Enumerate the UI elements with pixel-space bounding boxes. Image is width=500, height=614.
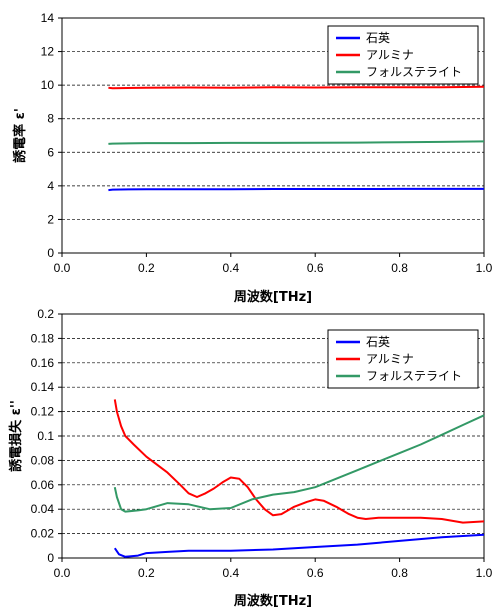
- x-tick-label: 0.4: [222, 261, 239, 275]
- legend-label: アルミナ: [366, 352, 414, 366]
- x-axis-label: 周波数[THz]: [234, 593, 312, 609]
- y-tick-label: 0.12: [31, 405, 55, 419]
- series-line-1: [113, 533, 485, 558]
- y-tick-label: 12: [41, 45, 55, 59]
- y-tick-label: 0.1: [37, 429, 54, 443]
- y-tick-label: 14: [41, 11, 55, 25]
- chart-panel-2: 0 0.02 0.04 0.06 0.08 0.1 0.12 0.14 0.16 0.18 0.2 0…: [8, 307, 493, 609]
- x-tick-label: 0.0: [54, 261, 71, 275]
- y-tick-label: 0.08: [31, 453, 55, 467]
- x-tick-label: 1.0: [476, 261, 493, 275]
- y-tick-label: 10: [41, 78, 55, 92]
- x-tick-label: 0.8: [391, 566, 408, 580]
- x-tick-label: 1.0: [476, 566, 493, 580]
- legend-box: [327, 329, 479, 389]
- y-tick-label: 0.18: [31, 331, 55, 345]
- x-tick-label: 0.2: [138, 566, 155, 580]
- x-tick-label: 0.6: [307, 261, 324, 275]
- legend-label: 石英: [366, 31, 390, 45]
- y-axis-label: 誘電率 ε': [12, 108, 28, 163]
- legend-label: 石英: [366, 335, 390, 349]
- x-tick-label: 0.2: [138, 261, 155, 275]
- x-tick-label: 0.8: [391, 261, 408, 275]
- y-axis-label: 誘電損失 ε'': [8, 400, 24, 472]
- x-tick-label: 0.6: [307, 566, 324, 580]
- y-tick-label: 0: [47, 246, 54, 260]
- y-tick-label: 6: [47, 145, 54, 159]
- y-tick-label: 2: [47, 212, 54, 226]
- y-tick-label: 0.2: [37, 307, 54, 321]
- legend-label: アルミナ: [366, 48, 414, 62]
- x-tick-label: 0.4: [222, 566, 239, 580]
- y-tick-label: 0: [47, 551, 54, 565]
- y-tick-label: 0.14: [31, 380, 55, 394]
- y-tick-label: 8: [47, 112, 54, 126]
- y-tick-label: 4: [47, 179, 54, 193]
- series-line-2: [108, 85, 485, 90]
- y-tick-label: 0.02: [31, 527, 55, 541]
- x-axis-label: 周波数[THz]: [234, 289, 312, 305]
- y-tick-label: 0.16: [31, 356, 55, 370]
- series-line-3: [113, 414, 485, 513]
- legend-label: フォルステライト: [366, 65, 462, 79]
- series-line-1: [108, 187, 484, 192]
- x-tick-label: 0.0: [54, 566, 71, 580]
- series-line-3: [108, 140, 485, 145]
- y-tick-label: 0.06: [31, 478, 55, 492]
- y-tick-label: 0.04: [31, 502, 55, 516]
- legend-label: フォルステライト: [366, 369, 462, 383]
- series-line-2: [113, 399, 485, 524]
- chart-panel-1: 0 2 4 6 8 10 12 14 0.0 0.2 0.4 0.6 0.8 1.0 周波数[THz] 誘電率…: [12, 11, 493, 305]
